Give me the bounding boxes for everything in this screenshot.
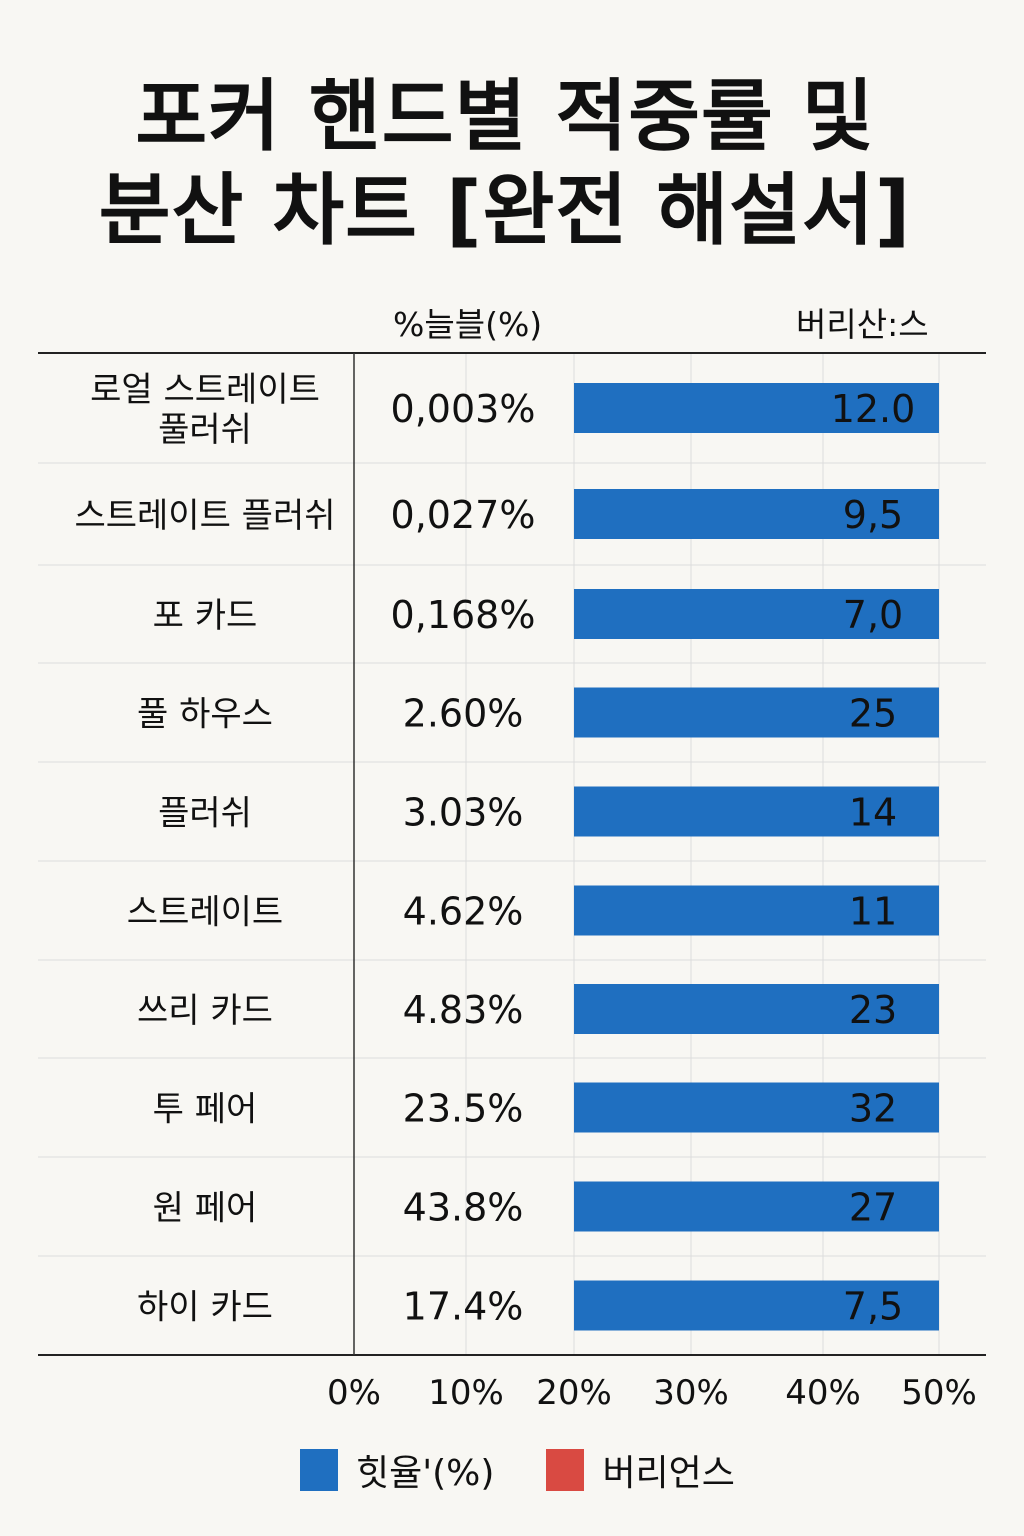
percent-value-label: 23.5%: [403, 1087, 524, 1131]
variance-value-label: 32: [849, 1087, 897, 1131]
variance-value-label: 9,5: [843, 493, 903, 537]
bar-hit-rate: [574, 1280, 939, 1331]
bar-hit-rate: [574, 489, 939, 539]
variance-column-header: 버리산:스: [796, 305, 929, 344]
percent-value-label: 0,168%: [391, 593, 536, 637]
percent-value-label: 4.62%: [403, 890, 524, 934]
variance-value-label: 27: [849, 1186, 897, 1230]
variance-value-label: 23: [849, 988, 897, 1032]
variance-value-label: 7,5: [843, 1285, 903, 1329]
x-tick-label: 30%: [653, 1373, 729, 1413]
legend-label-variance: 버리언스: [602, 1453, 735, 1494]
chart-title-line-1: 포커 핸드별 적중률 및: [135, 72, 875, 162]
category-label: 스트레이트 플러쉬: [74, 496, 335, 536]
category-label: 로얼 스트레이트 풀러쉬: [90, 370, 320, 450]
legend-item-hit-rate: 힛율'(%): [300, 1444, 494, 1496]
bar-hit-rate: [574, 885, 939, 936]
x-tick-label: 10%: [428, 1373, 504, 1413]
percent-value-label: 2.60%: [403, 692, 524, 736]
variance-value-label: 7,0: [843, 593, 903, 637]
percent-value-label: 4.83%: [403, 988, 524, 1032]
category-label: 원 페어: [153, 1189, 258, 1229]
variance-value-label: 14: [849, 791, 897, 835]
chart-legend: 힛율'(%) 버리언스: [300, 1445, 735, 1495]
variance-value-label: 11: [849, 890, 897, 934]
bar-hit-rate: [574, 383, 939, 433]
bar-hit-rate: [574, 589, 939, 639]
category-label: 스트레이트: [127, 893, 283, 933]
bar-hit-rate: [574, 786, 939, 837]
variance-value-label: 12.0: [831, 387, 916, 431]
bar-hit-rate: [574, 1082, 939, 1133]
chart-title-line-2: 분산 차트 [완전 해설서]: [98, 166, 912, 256]
category-label: 풀 하우스: [137, 695, 273, 735]
x-tick-label: 20%: [536, 1373, 612, 1413]
percent-value-label: 0,003%: [391, 387, 536, 431]
bar-hit-rate: [574, 1181, 939, 1232]
category-label: 쓰리 카드: [137, 991, 273, 1031]
percent-value-label: 43.8%: [403, 1186, 524, 1230]
percent-value-label: 3.03%: [403, 791, 524, 835]
percent-value-label: 0,027%: [391, 493, 536, 537]
bar-hit-rate: [574, 687, 939, 738]
legend-swatch-variance: [546, 1449, 585, 1491]
x-tick-label: 50%: [901, 1373, 977, 1413]
legend-label-hit-rate: 힛율'(%): [356, 1453, 495, 1494]
percent-column-header: %늘블(%): [393, 305, 543, 344]
x-tick-label: 40%: [785, 1373, 861, 1413]
category-label: 투 페어: [153, 1090, 258, 1130]
category-label: 플러쉬: [158, 794, 252, 834]
chart-title: 포커 핸드별 적중률 및 분산 차트 [완전 해설서]: [0, 70, 1010, 258]
category-label: 하이 카드: [137, 1288, 273, 1328]
category-label: 포 카드: [153, 596, 258, 636]
legend-swatch-hit-rate: [300, 1449, 338, 1491]
bar-hit-rate: [574, 984, 939, 1034]
variance-value-label: 25: [849, 692, 897, 736]
x-tick-label: 0%: [327, 1373, 381, 1413]
percent-value-label: 17.4%: [403, 1285, 524, 1329]
legend-item-variance: 버리언스: [546, 1444, 735, 1496]
